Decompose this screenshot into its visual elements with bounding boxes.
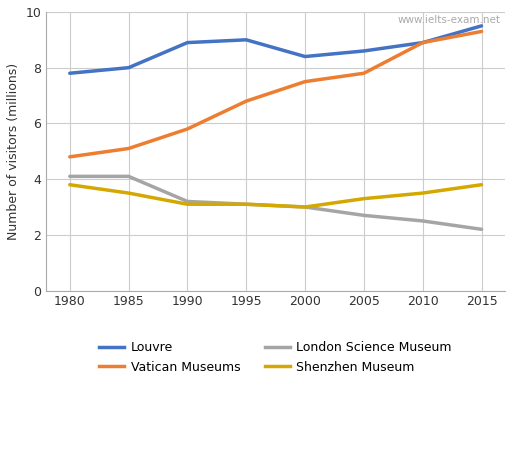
Text: www.ielts-exam.net: www.ielts-exam.net [397, 15, 500, 25]
Legend: Louvre, Vatican Museums, London Science Museum, Shenzhen Museum: Louvre, Vatican Museums, London Science … [99, 342, 452, 374]
Y-axis label: Number of visitors (millions): Number of visitors (millions) [7, 63, 20, 240]
